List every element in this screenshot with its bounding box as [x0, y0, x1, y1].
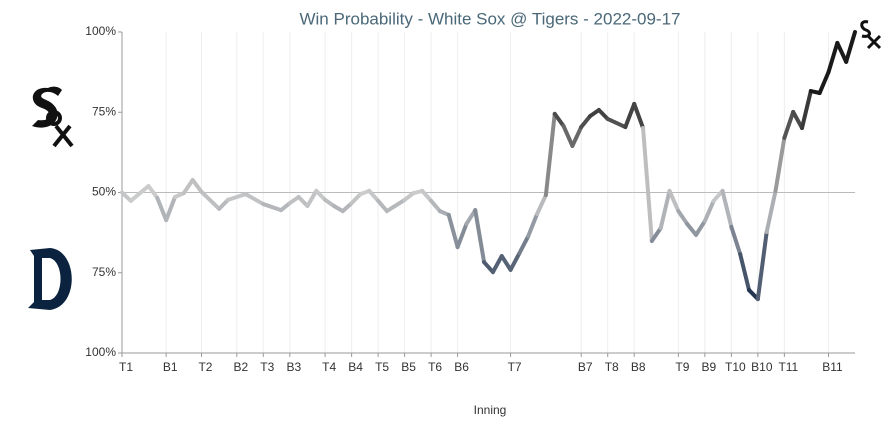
win-probability-segment	[782, 109, 796, 140]
win-probability-segment	[773, 135, 787, 193]
chart-title: Win Probability - White Sox @ Tigers - 2…	[299, 9, 680, 28]
tigers-logo	[28, 248, 72, 310]
win-probability-segment	[199, 189, 222, 211]
x-tick-label: B11	[822, 360, 843, 374]
win-probability-segment	[128, 184, 151, 203]
win-probability-segment	[649, 226, 663, 243]
win-probability-segment	[446, 212, 460, 250]
x-tick-label: T11	[778, 360, 798, 374]
x-tick-label: B7	[578, 360, 593, 374]
x-tick-label: T8	[605, 360, 619, 374]
win-probability-segment	[181, 177, 195, 196]
win-probability-segment	[490, 254, 504, 275]
x-axis-label: Inning	[474, 403, 507, 417]
win-probability-segment	[561, 124, 575, 148]
win-probability-segment	[764, 188, 778, 234]
x-tick-label: B4	[348, 360, 363, 374]
x-tick-label: T9	[675, 360, 689, 374]
win-probability-segment	[658, 188, 672, 231]
small-sox-logo	[860, 20, 882, 50]
x-tick-label: B3	[286, 360, 301, 374]
win-probability-segment	[482, 260, 495, 275]
x-tick-label: B1	[163, 360, 178, 374]
win-probability-segment	[729, 224, 743, 257]
win-probability-segment	[314, 188, 328, 202]
x-tick-label: B10	[751, 360, 773, 374]
win-probability-segment	[243, 192, 266, 207]
win-probability-segment	[826, 40, 840, 75]
win-probability-segment	[296, 194, 310, 208]
win-probability-segment	[420, 188, 434, 203]
win-probability-segment	[349, 192, 363, 206]
x-tick-label: T5	[375, 360, 389, 374]
win-probability-segment	[552, 111, 566, 129]
x-tick-label: T4	[322, 360, 336, 374]
win-probability-segment	[676, 209, 690, 226]
win-probability-segment	[667, 188, 681, 214]
win-probability-segment	[473, 208, 487, 265]
win-probability-segment	[376, 198, 389, 214]
x-tick-label: T2	[198, 360, 212, 374]
win-probability-segment	[455, 221, 469, 250]
win-probability-segment	[429, 198, 442, 214]
win-probability-segment	[217, 197, 230, 211]
win-probability-segment	[579, 114, 593, 130]
win-probability-segment	[835, 40, 849, 64]
win-probability-segment	[305, 188, 319, 208]
win-probability-segment	[570, 125, 584, 148]
win-probability-segment	[543, 111, 557, 198]
win-probability-segment	[596, 108, 610, 121]
win-probability-segment	[367, 188, 381, 203]
win-probability-segment	[694, 219, 707, 237]
win-probability-segment	[791, 109, 805, 130]
win-probability-segment	[738, 252, 752, 293]
x-tick-label: T3	[260, 360, 274, 374]
x-tick-label: B6	[454, 360, 469, 374]
win-probability-segment	[605, 116, 628, 130]
white-sox-logo	[32, 86, 74, 148]
win-probability-segment	[641, 125, 654, 243]
win-probability-segment	[146, 184, 160, 200]
win-probability-segment	[632, 101, 646, 130]
x-tick-label: T7	[508, 360, 522, 374]
win-probability-segment	[190, 177, 204, 194]
x-tick-label: B8	[631, 360, 646, 374]
x-tick-label: B9	[702, 360, 717, 374]
win-probability-segment	[702, 198, 716, 224]
win-probability-segment	[499, 254, 513, 272]
y-tick-label: 100%	[85, 24, 116, 38]
win-probability-segment	[164, 194, 177, 223]
win-probability-segment	[508, 251, 522, 272]
win-probability-segment	[261, 202, 283, 213]
win-probability-segment	[384, 197, 407, 214]
x-tick-label: T6	[428, 360, 442, 374]
win-probability-segment	[720, 188, 734, 229]
win-probability-segment	[685, 221, 699, 237]
win-probability-segment	[535, 193, 548, 217]
win-probability-segment	[225, 192, 248, 202]
win-probability-segment	[844, 30, 857, 64]
x-tick-label: T10	[725, 360, 746, 374]
y-tick-label: 50%	[92, 185, 116, 199]
win-probability-segment	[120, 190, 133, 203]
win-probability-segment	[155, 195, 169, 223]
win-probability-segment	[800, 89, 813, 130]
win-probability-segment	[817, 70, 831, 95]
x-tick-label: B2	[233, 360, 248, 374]
y-tick-label: 75%	[92, 104, 116, 118]
win-probability-segment	[517, 234, 531, 256]
win-probability-segment	[526, 212, 540, 239]
win-probability-segment	[623, 101, 637, 130]
y-tick-label: 75%	[92, 265, 116, 279]
x-tick-label: B5	[401, 360, 416, 374]
win-probability-segment	[755, 229, 769, 302]
x-tick-label: T1	[119, 360, 133, 374]
y-tick-label: 100%	[85, 345, 116, 359]
